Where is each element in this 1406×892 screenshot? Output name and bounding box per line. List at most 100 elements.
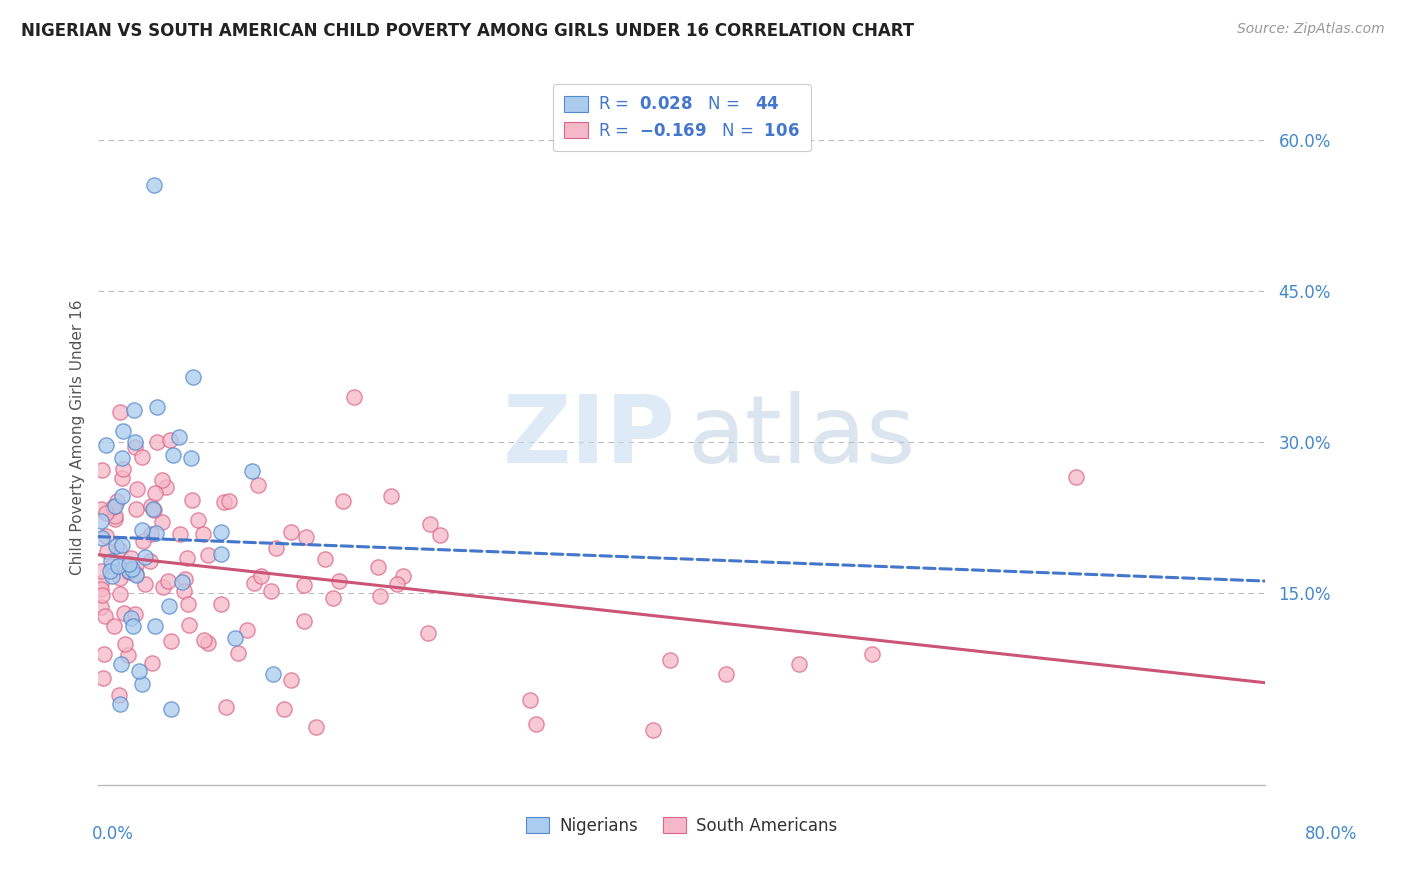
Point [215, 700, 238, 714]
Point [121, 562, 143, 576]
Point [305, 720, 328, 734]
Point [224, 631, 246, 645]
Point [125, 558, 148, 572]
Text: atlas: atlas [688, 391, 915, 483]
Point [118, 563, 141, 577]
Point [103, 619, 125, 633]
Point [170, 575, 193, 590]
Y-axis label: Child Poverty Among Girls Under 16: Child Poverty Among Girls Under 16 [69, 300, 84, 574]
Point [150, 473, 173, 487]
Point [159, 433, 181, 447]
Point [266, 541, 288, 556]
Point [160, 634, 183, 648]
Point [94, 609, 117, 624]
Point [197, 548, 219, 562]
Point [118, 557, 141, 571]
Point [142, 178, 165, 192]
Point [246, 478, 269, 492]
Point [152, 580, 174, 594]
Point [104, 512, 127, 526]
Point [1064, 470, 1087, 484]
Point [641, 723, 664, 737]
Point [124, 440, 146, 454]
Point [143, 619, 166, 633]
Point [134, 549, 156, 564]
Point [110, 698, 132, 712]
Point [105, 494, 128, 508]
Point [145, 526, 167, 541]
Point [90, 600, 112, 615]
Point [162, 448, 184, 462]
Text: Source: ZipAtlas.com: Source: ZipAtlas.com [1237, 22, 1385, 37]
Point [125, 501, 148, 516]
Point [181, 369, 204, 384]
Point [385, 577, 408, 591]
Point [103, 500, 125, 515]
Point [111, 450, 134, 465]
Point [314, 552, 336, 566]
Point [118, 564, 141, 578]
Point [125, 567, 148, 582]
Point [173, 584, 195, 599]
Point [146, 400, 169, 414]
Point [107, 558, 129, 573]
Point [787, 657, 810, 671]
Point [280, 524, 302, 539]
Point [187, 513, 209, 527]
Point [90, 582, 112, 597]
Point [111, 425, 134, 439]
Point [193, 632, 215, 647]
Point [209, 524, 232, 539]
Point [141, 656, 163, 670]
Point [328, 574, 350, 588]
Point [292, 614, 315, 628]
Point [134, 576, 156, 591]
Point [240, 464, 263, 478]
Point [100, 559, 122, 574]
Point [322, 591, 344, 605]
Point [235, 624, 257, 638]
Point [143, 486, 166, 500]
Point [90, 514, 112, 528]
Text: 0.0%: 0.0% [91, 825, 134, 843]
Point [273, 702, 295, 716]
Point [524, 717, 547, 731]
Point [94, 529, 117, 543]
Point [94, 506, 117, 520]
Point [146, 435, 169, 450]
Point [124, 435, 146, 450]
Point [209, 547, 232, 561]
Point [96, 544, 118, 558]
Point [90, 531, 112, 545]
Point [197, 636, 219, 650]
Point [155, 480, 177, 494]
Point [91, 588, 114, 602]
Point [860, 647, 883, 661]
Point [243, 576, 266, 591]
Text: ZIP: ZIP [503, 391, 676, 483]
Point [380, 489, 402, 503]
Point [142, 503, 165, 517]
Point [260, 584, 283, 599]
Point [659, 652, 682, 666]
Point [332, 494, 354, 508]
Point [280, 673, 302, 688]
Point [100, 554, 122, 568]
Point [108, 571, 131, 585]
Point [114, 637, 136, 651]
Point [160, 702, 183, 716]
Point [367, 560, 389, 574]
Point [177, 597, 200, 611]
Point [104, 509, 127, 524]
Point [294, 530, 316, 544]
Point [108, 541, 131, 556]
Point [90, 576, 112, 591]
Point [120, 611, 142, 625]
Point [112, 461, 135, 475]
Point [169, 527, 191, 541]
Point [419, 516, 441, 531]
Point [180, 492, 202, 507]
Point [128, 665, 150, 679]
Point [90, 565, 112, 579]
Point [167, 430, 190, 444]
